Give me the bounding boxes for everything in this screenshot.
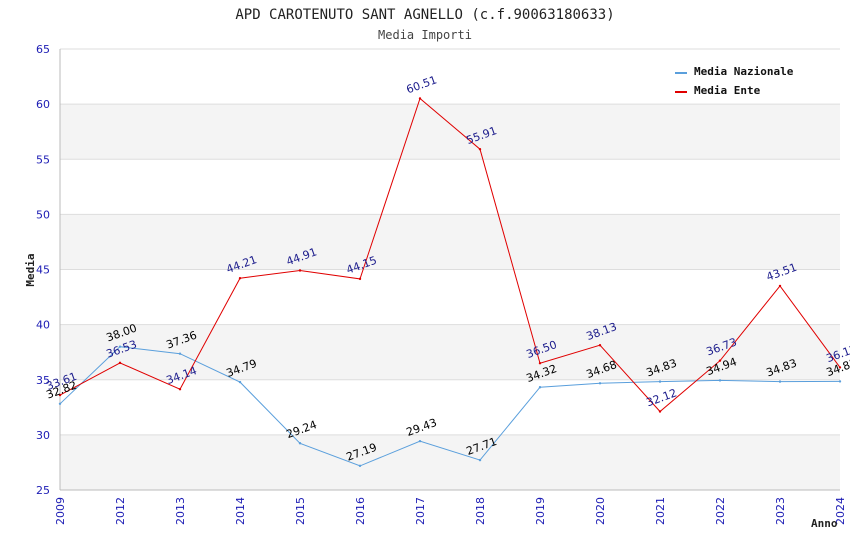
- y-axis-label: Media: [24, 253, 37, 286]
- y-tick-label: 50: [36, 208, 50, 221]
- data-point: [58, 402, 62, 405]
- data-point: [778, 284, 782, 288]
- data-point: [358, 464, 362, 468]
- data-point: [598, 382, 602, 385]
- x-tick-label: 2009: [54, 497, 67, 525]
- y-tick-label: 25: [36, 484, 50, 497]
- data-point: [238, 380, 242, 384]
- data-point: [538, 362, 542, 365]
- data-point: [778, 380, 782, 383]
- data-point: [298, 269, 302, 272]
- x-tick-label: 2016: [354, 497, 367, 525]
- data-point: [838, 366, 842, 369]
- x-axis-label: Anno: [811, 517, 838, 530]
- x-tick-label: 2015: [294, 497, 307, 525]
- x-tick-label: 2020: [594, 497, 607, 525]
- x-tick-label: 2021: [654, 497, 667, 525]
- data-point: [118, 345, 122, 348]
- x-tick-label: 2012: [114, 497, 127, 525]
- data-point: [358, 277, 362, 281]
- data-point: [838, 380, 842, 383]
- plot-background-bands: [60, 49, 840, 490]
- data-point: [658, 380, 662, 383]
- x-tick-label: 2019: [534, 497, 547, 525]
- x-tick-label: 2024: [834, 497, 847, 525]
- data-point: [118, 361, 122, 365]
- x-tick-labels: 2009 2012 2013 2014 2015 2016 2017 2018 2019 2020…: [54, 497, 847, 525]
- chart-title: APD CAROTENUTO SANT AGNELLO (c.f.9006318…: [235, 7, 614, 23]
- y-tick-label: 65: [36, 43, 50, 56]
- plot-band: [60, 104, 840, 160]
- plot-band: [60, 434, 840, 490]
- data-point: [478, 458, 482, 462]
- series-layer: [58, 97, 842, 468]
- legend: Media Nazionale Media Ente: [669, 60, 809, 102]
- chart-subtitle: Media Importi: [378, 28, 472, 42]
- data-point: [658, 410, 662, 413]
- data-point: [718, 359, 722, 362]
- series-line-media-ente: [59, 97, 841, 413]
- data-point: [418, 97, 422, 100]
- x-tick-label: 2022: [714, 497, 727, 525]
- plot-band: [60, 379, 840, 435]
- plot-band: [60, 159, 840, 215]
- data-point: [598, 344, 602, 347]
- data-point: [478, 148, 482, 151]
- data-point: [298, 442, 302, 445]
- y-tick-label: 60: [36, 98, 50, 111]
- data-point: [178, 388, 182, 391]
- data-point: [538, 386, 542, 389]
- data-point: [718, 379, 722, 382]
- data-point: [418, 439, 422, 443]
- plot-band: [60, 269, 840, 325]
- legend-label-media-ente: Media Ente: [694, 84, 761, 97]
- y-tick-label: 30: [36, 429, 50, 442]
- y-tick-label: 45: [36, 264, 50, 277]
- x-tick-label: 2017: [414, 497, 427, 525]
- legend-label-media-nazionale: Media Nazionale: [694, 65, 794, 78]
- x-tick-label: 2018: [474, 497, 487, 525]
- y-tick-labels: 25 30 35 40 45 50 55 60 65: [36, 43, 50, 497]
- series-line-media-nazionale: [59, 346, 841, 467]
- y-tick-label: 35: [36, 374, 50, 387]
- data-point: [178, 352, 182, 355]
- x-tick-label: 2023: [774, 497, 787, 525]
- legend-box: [669, 60, 809, 102]
- y-tick-label: 55: [36, 153, 50, 166]
- plot-band: [60, 214, 840, 270]
- x-tick-label: 2013: [174, 497, 187, 525]
- data-point: [58, 393, 62, 397]
- x-tick-label: 2014: [234, 497, 247, 525]
- y-tick-label: 40: [36, 319, 50, 332]
- data-point: [238, 277, 242, 280]
